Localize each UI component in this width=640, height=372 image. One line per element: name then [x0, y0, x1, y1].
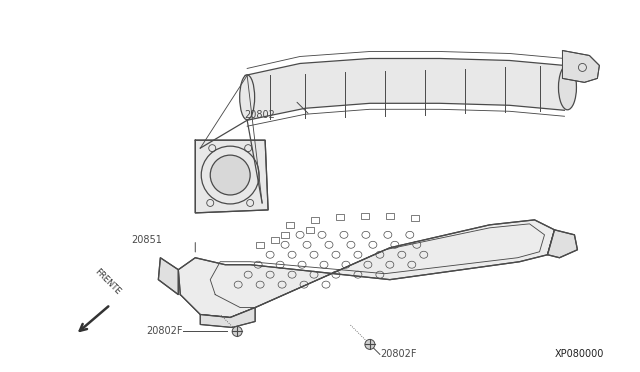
- Bar: [286, 222, 294, 228]
- Ellipse shape: [210, 155, 250, 195]
- Ellipse shape: [232, 327, 242, 336]
- Bar: [411, 215, 419, 221]
- Text: 20802F: 20802F: [146, 327, 182, 336]
- Bar: [386, 213, 394, 219]
- Bar: [256, 242, 264, 248]
- Ellipse shape: [365, 339, 375, 349]
- Polygon shape: [563, 51, 600, 82]
- Text: FRENTE: FRENTE: [93, 267, 122, 296]
- Polygon shape: [195, 140, 268, 213]
- Polygon shape: [245, 58, 564, 120]
- Polygon shape: [179, 220, 554, 318]
- Bar: [306, 227, 314, 233]
- Polygon shape: [200, 308, 255, 327]
- Text: 20802F: 20802F: [380, 349, 417, 359]
- Polygon shape: [547, 230, 577, 258]
- Bar: [311, 217, 319, 223]
- Ellipse shape: [239, 75, 255, 120]
- Bar: [361, 213, 369, 219]
- Text: 20802: 20802: [244, 110, 275, 120]
- Text: 20851: 20851: [131, 235, 163, 245]
- Bar: [281, 232, 289, 238]
- Bar: [336, 214, 344, 220]
- Polygon shape: [158, 258, 179, 295]
- Bar: [271, 237, 279, 243]
- Ellipse shape: [559, 65, 577, 110]
- Text: XP080000: XP080000: [555, 349, 604, 359]
